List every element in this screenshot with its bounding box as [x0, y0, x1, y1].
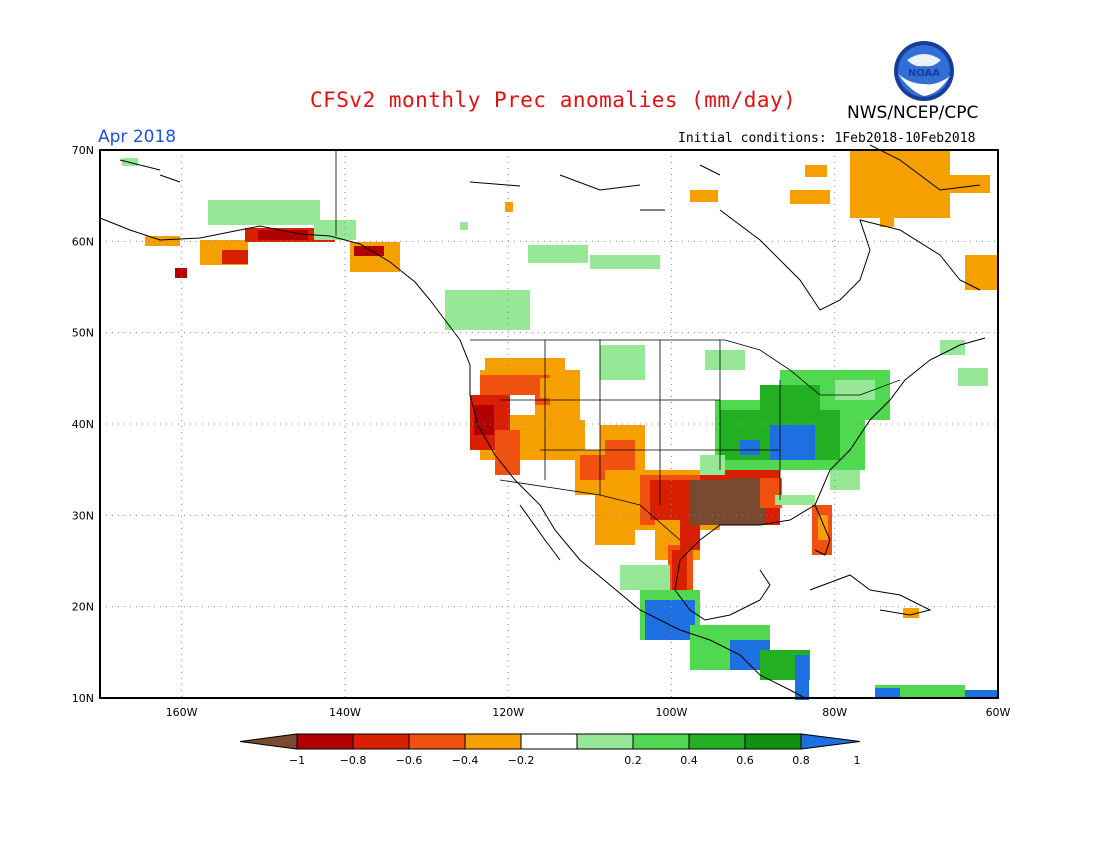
longitude-label: 60W — [986, 706, 1011, 719]
colorbar-tick-label: −1 — [289, 754, 305, 767]
colorbar-tick-label: 0.8 — [792, 754, 810, 767]
coastlines — [99, 144, 986, 699]
colorbar-segment — [520, 733, 578, 750]
longitude-label: 160W — [166, 706, 198, 719]
longitude-label: 100W — [656, 706, 688, 719]
map-title: CFSv2 monthly Prec anomalies (mm/day) — [310, 88, 797, 112]
colorbar-tick-label: 1 — [854, 754, 861, 767]
map-frame — [99, 149, 999, 699]
colorbar-max-arrow — [800, 733, 861, 750]
agency-label: NWS/NCEP/CPC — [847, 103, 979, 123]
latitude-label: 60N — [72, 235, 94, 248]
longitude-label: 140W — [329, 706, 361, 719]
colorbar-segment — [408, 733, 466, 750]
noaa-logo-icon: NOAA — [894, 41, 954, 101]
latitude-label: 20N — [72, 601, 94, 614]
colorbar-segment — [632, 733, 690, 750]
colorbar-segment — [352, 733, 410, 750]
longitude-label: 80W — [822, 706, 847, 719]
colorbar-segment — [576, 733, 634, 750]
colorbar-tick-label: 0.2 — [624, 754, 642, 767]
political-borders — [335, 150, 901, 541]
latitude-label: 70N — [72, 144, 94, 157]
colorbar-tick-label: −0.4 — [452, 754, 479, 767]
logo-text: NOAA — [908, 68, 940, 79]
colorbar-segment — [464, 733, 522, 750]
colorbar-segment — [688, 733, 746, 750]
longitude-labels: 160W 140W 120W 100W 80W 60W — [166, 706, 1011, 719]
colorbar-min-arrow — [239, 733, 298, 750]
colorbar-tick-label: 0.4 — [680, 754, 698, 767]
colorbar-legend: −1 −0.8 −0.6 −0.4 −0.2 0.2 0.4 0.6 0.8 1 — [239, 733, 861, 767]
colorbar-tick-label: −0.2 — [508, 754, 535, 767]
colorbar-tick-label: −0.6 — [396, 754, 423, 767]
latitude-label: 10N — [72, 692, 94, 705]
colorbar-segment — [744, 733, 802, 750]
colorbar-segment — [296, 733, 354, 750]
colorbar-tick-label: 0.6 — [736, 754, 754, 767]
latitude-labels: 70N 60N 50N 40N 30N 20N 10N — [72, 144, 94, 705]
valid-month-label: Apr 2018 — [98, 127, 177, 147]
initial-conditions-label: Initial conditions: 1Feb2018-10Feb2018 — [678, 131, 976, 146]
anomaly-shading — [122, 150, 998, 700]
colorbar-tick-label: −0.8 — [340, 754, 367, 767]
latitude-label: 30N — [72, 509, 94, 522]
map-gridlines — [100, 150, 998, 698]
longitude-label: 120W — [492, 706, 524, 719]
latitude-label: 50N — [72, 327, 94, 340]
latitude-label: 40N — [72, 418, 94, 431]
